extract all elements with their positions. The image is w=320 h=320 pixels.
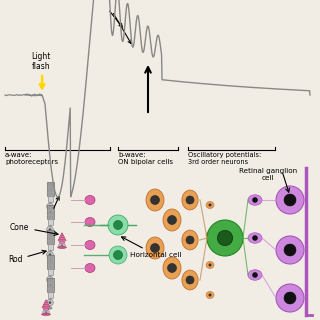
Ellipse shape	[167, 215, 177, 225]
Ellipse shape	[276, 284, 304, 312]
Ellipse shape	[209, 204, 212, 206]
Polygon shape	[58, 233, 66, 241]
Ellipse shape	[47, 299, 53, 306]
Ellipse shape	[284, 244, 296, 256]
Text: a-wave:
photoreceptors: a-wave: photoreceptors	[5, 152, 58, 165]
Ellipse shape	[182, 230, 198, 250]
Ellipse shape	[60, 244, 63, 246]
FancyBboxPatch shape	[47, 219, 52, 225]
Ellipse shape	[47, 203, 53, 210]
Ellipse shape	[48, 284, 52, 286]
Ellipse shape	[47, 251, 53, 258]
Ellipse shape	[186, 196, 194, 204]
Text: Oscillatory potentials:
3rd order neurons: Oscillatory potentials: 3rd order neuron…	[188, 152, 261, 165]
FancyBboxPatch shape	[46, 278, 53, 292]
FancyBboxPatch shape	[46, 255, 53, 268]
Ellipse shape	[248, 270, 262, 280]
Ellipse shape	[49, 301, 52, 304]
FancyBboxPatch shape	[46, 182, 53, 196]
Ellipse shape	[150, 196, 159, 204]
Text: Horizontal cell: Horizontal cell	[122, 237, 181, 258]
FancyBboxPatch shape	[47, 244, 52, 250]
Ellipse shape	[43, 310, 49, 314]
Ellipse shape	[108, 215, 128, 235]
Ellipse shape	[209, 234, 212, 236]
Ellipse shape	[182, 270, 198, 290]
Ellipse shape	[182, 190, 198, 210]
Ellipse shape	[85, 263, 95, 273]
Ellipse shape	[248, 195, 262, 205]
FancyBboxPatch shape	[46, 230, 53, 244]
Ellipse shape	[59, 241, 65, 244]
Ellipse shape	[48, 211, 52, 213]
Ellipse shape	[49, 228, 52, 231]
Ellipse shape	[206, 261, 214, 268]
Ellipse shape	[167, 263, 177, 273]
Ellipse shape	[163, 209, 181, 231]
Ellipse shape	[217, 230, 233, 246]
Ellipse shape	[109, 246, 127, 264]
Ellipse shape	[85, 241, 95, 250]
FancyBboxPatch shape	[47, 196, 52, 202]
FancyBboxPatch shape	[46, 205, 53, 219]
Ellipse shape	[44, 311, 47, 313]
Polygon shape	[42, 300, 50, 308]
Ellipse shape	[252, 235, 258, 241]
Ellipse shape	[207, 220, 243, 256]
Ellipse shape	[252, 272, 258, 278]
Ellipse shape	[252, 197, 258, 203]
Ellipse shape	[48, 307, 52, 309]
Ellipse shape	[150, 244, 159, 252]
Text: Light
flash: Light flash	[31, 52, 51, 71]
Ellipse shape	[47, 226, 53, 233]
Ellipse shape	[206, 292, 214, 299]
Ellipse shape	[146, 237, 164, 259]
Text: Rod: Rod	[8, 250, 46, 265]
Text: b-wave:
ON bipolar cells: b-wave: ON bipolar cells	[118, 152, 173, 165]
Ellipse shape	[49, 253, 52, 256]
Ellipse shape	[248, 233, 262, 243]
Ellipse shape	[276, 186, 304, 214]
Ellipse shape	[47, 276, 53, 283]
Ellipse shape	[85, 196, 95, 204]
Ellipse shape	[42, 313, 51, 316]
Ellipse shape	[186, 236, 194, 244]
FancyBboxPatch shape	[47, 292, 52, 298]
Ellipse shape	[48, 259, 52, 261]
Ellipse shape	[284, 292, 296, 304]
Ellipse shape	[284, 194, 296, 206]
Ellipse shape	[206, 231, 214, 238]
Ellipse shape	[209, 293, 212, 297]
Ellipse shape	[49, 205, 52, 208]
Ellipse shape	[206, 202, 214, 209]
Ellipse shape	[58, 246, 67, 248]
Text: Retinal ganglion
cell: Retinal ganglion cell	[239, 168, 297, 181]
Ellipse shape	[85, 218, 95, 227]
Ellipse shape	[59, 244, 65, 247]
FancyBboxPatch shape	[47, 269, 52, 275]
Ellipse shape	[146, 189, 164, 211]
Ellipse shape	[114, 220, 123, 229]
Ellipse shape	[209, 263, 212, 267]
Ellipse shape	[49, 278, 52, 281]
Ellipse shape	[163, 257, 181, 279]
Text: Cone: Cone	[10, 222, 58, 236]
Ellipse shape	[114, 251, 123, 260]
Ellipse shape	[186, 276, 194, 284]
Ellipse shape	[43, 308, 49, 311]
Ellipse shape	[276, 236, 304, 264]
Ellipse shape	[48, 234, 52, 236]
